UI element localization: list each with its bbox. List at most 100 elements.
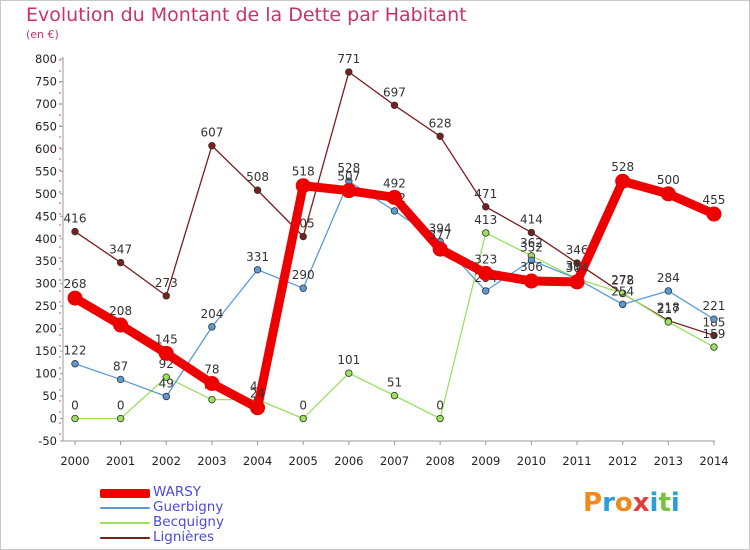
data-point-becquigny — [345, 369, 353, 377]
data-label-becquigny: 0 — [436, 399, 444, 413]
y-tick-label: 200 — [35, 322, 57, 336]
data-label-ligni-res: 607 — [200, 126, 223, 140]
proxiti-logo: Proxiti — [583, 488, 680, 518]
data-point-becquigny — [208, 395, 216, 404]
data-point-ligni-res — [345, 68, 353, 76]
y-tick-label: 650 — [35, 119, 57, 133]
data-label-becquigny: 101 — [337, 353, 360, 367]
data-label-guerbigny: 204 — [200, 307, 223, 321]
data-label-becquigny: 272 — [611, 273, 634, 287]
data-point-warsy — [295, 178, 311, 194]
data-point-becquigny — [618, 289, 627, 297]
data-point-becquigny — [664, 318, 673, 326]
data-label-warsy: 500 — [657, 173, 680, 187]
legend-label-becquigny: Becquigny — [153, 514, 224, 530]
data-point-becquigny — [162, 373, 170, 381]
data-label-guerbigny: 352 — [520, 240, 543, 254]
data-label-ligni-res: 414 — [520, 212, 543, 226]
data-label-guerbigny: 528 — [337, 161, 360, 175]
x-tick-label: 2008 — [425, 454, 454, 468]
data-label-warsy: 306 — [520, 260, 543, 274]
legend-swatch-guerbigny — [100, 507, 150, 509]
data-label-warsy: 304 — [566, 261, 589, 275]
data-point-warsy — [67, 290, 83, 306]
data-point-guerbigny — [253, 266, 262, 274]
data-label-ligni-res: 628 — [429, 116, 452, 130]
data-point-guerbigny — [162, 392, 170, 401]
data-label-ligni-res: 508 — [246, 170, 269, 184]
data-point-warsy — [478, 265, 494, 281]
data-point-guerbigny — [710, 315, 718, 323]
x-tick-label: 2005 — [289, 454, 318, 468]
x-tick-label: 2012 — [608, 454, 637, 468]
data-label-warsy: 24 — [250, 387, 265, 401]
data-point-ligni-res — [208, 142, 216, 150]
data-label-ligni-res: 697 — [383, 85, 406, 99]
data-label-warsy: 145 — [155, 332, 178, 346]
data-point-warsy — [432, 241, 448, 257]
data-label-ligni-res: 771 — [337, 52, 360, 66]
data-label-becquigny: 413 — [474, 213, 497, 227]
y-tick-label: 600 — [35, 142, 57, 156]
data-point-ligni-res — [710, 331, 718, 340]
data-label-ligni-res: 471 — [474, 187, 497, 201]
data-label-warsy: 377 — [429, 228, 452, 242]
y-tick-label: 550 — [35, 164, 57, 178]
y-tick-label: 50 — [42, 389, 57, 403]
data-point-guerbigny — [299, 284, 307, 292]
data-label-becquigny: 159 — [703, 327, 726, 341]
y-tick-label: 250 — [35, 299, 57, 313]
data-label-guerbigny: 49 — [159, 377, 174, 391]
data-label-warsy: 323 — [474, 252, 497, 266]
data-point-warsy — [204, 375, 220, 391]
data-label-becquigny: 0 — [299, 399, 307, 413]
x-tick-label: 2014 — [699, 454, 728, 468]
data-label-ligni-res: 347 — [109, 243, 132, 257]
y-tick-label: 500 — [35, 187, 57, 201]
y-tick-label: 450 — [35, 209, 57, 223]
data-point-guerbigny — [527, 256, 536, 265]
x-tick-label: 2011 — [562, 454, 591, 468]
x-tick-label: 2009 — [471, 454, 500, 468]
data-point-ligni-res — [390, 101, 399, 109]
data-label-guerbigny: 122 — [64, 344, 87, 358]
y-tick-label: 300 — [35, 277, 57, 291]
y-tick-label: 350 — [35, 254, 57, 268]
data-label-ligni-res: 273 — [155, 276, 178, 290]
data-point-ligni-res — [162, 292, 170, 300]
data-label-ligni-res: 346 — [566, 243, 589, 257]
data-point-becquigny — [299, 414, 307, 423]
data-point-warsy — [158, 345, 174, 361]
y-tick-label: 400 — [35, 232, 57, 246]
legend-label-warsy: WARSY — [153, 484, 202, 500]
data-label-guerbigny: 331 — [246, 250, 269, 264]
data-label-warsy: 268 — [64, 277, 87, 291]
x-tick-label: 2002 — [152, 454, 181, 468]
data-point-ligni-res — [527, 228, 536, 237]
data-point-warsy — [386, 189, 402, 205]
data-label-guerbigny: 221 — [703, 299, 726, 313]
data-point-warsy — [250, 400, 266, 416]
data-label-guerbigny: 284 — [657, 271, 680, 285]
data-label-guerbigny: 87 — [113, 359, 128, 373]
x-tick-label: 2010 — [517, 454, 546, 468]
data-label-warsy: 507 — [337, 170, 360, 184]
x-tick-label: 2000 — [60, 454, 89, 468]
y-tick-label: -50 — [38, 434, 57, 448]
data-point-becquigny — [116, 414, 125, 423]
y-tick-label: 150 — [35, 344, 57, 358]
data-point-guerbigny — [390, 207, 399, 215]
data-point-warsy — [523, 273, 539, 289]
data-point-guerbigny — [71, 360, 79, 368]
data-label-becquigny: 0 — [71, 399, 79, 413]
data-label-ligni-res: 416 — [64, 212, 87, 226]
data-point-warsy — [615, 173, 631, 189]
data-point-ligni-res — [436, 132, 444, 140]
legend-label-guerbigny: Guerbigny — [153, 499, 224, 515]
unit-label: (en €) — [26, 28, 59, 41]
x-tick-label: 2003 — [197, 454, 226, 468]
data-point-warsy — [569, 274, 585, 290]
data-point-warsy — [706, 206, 722, 222]
data-label-warsy: 528 — [611, 160, 634, 174]
x-tick-label: 2013 — [654, 454, 683, 468]
